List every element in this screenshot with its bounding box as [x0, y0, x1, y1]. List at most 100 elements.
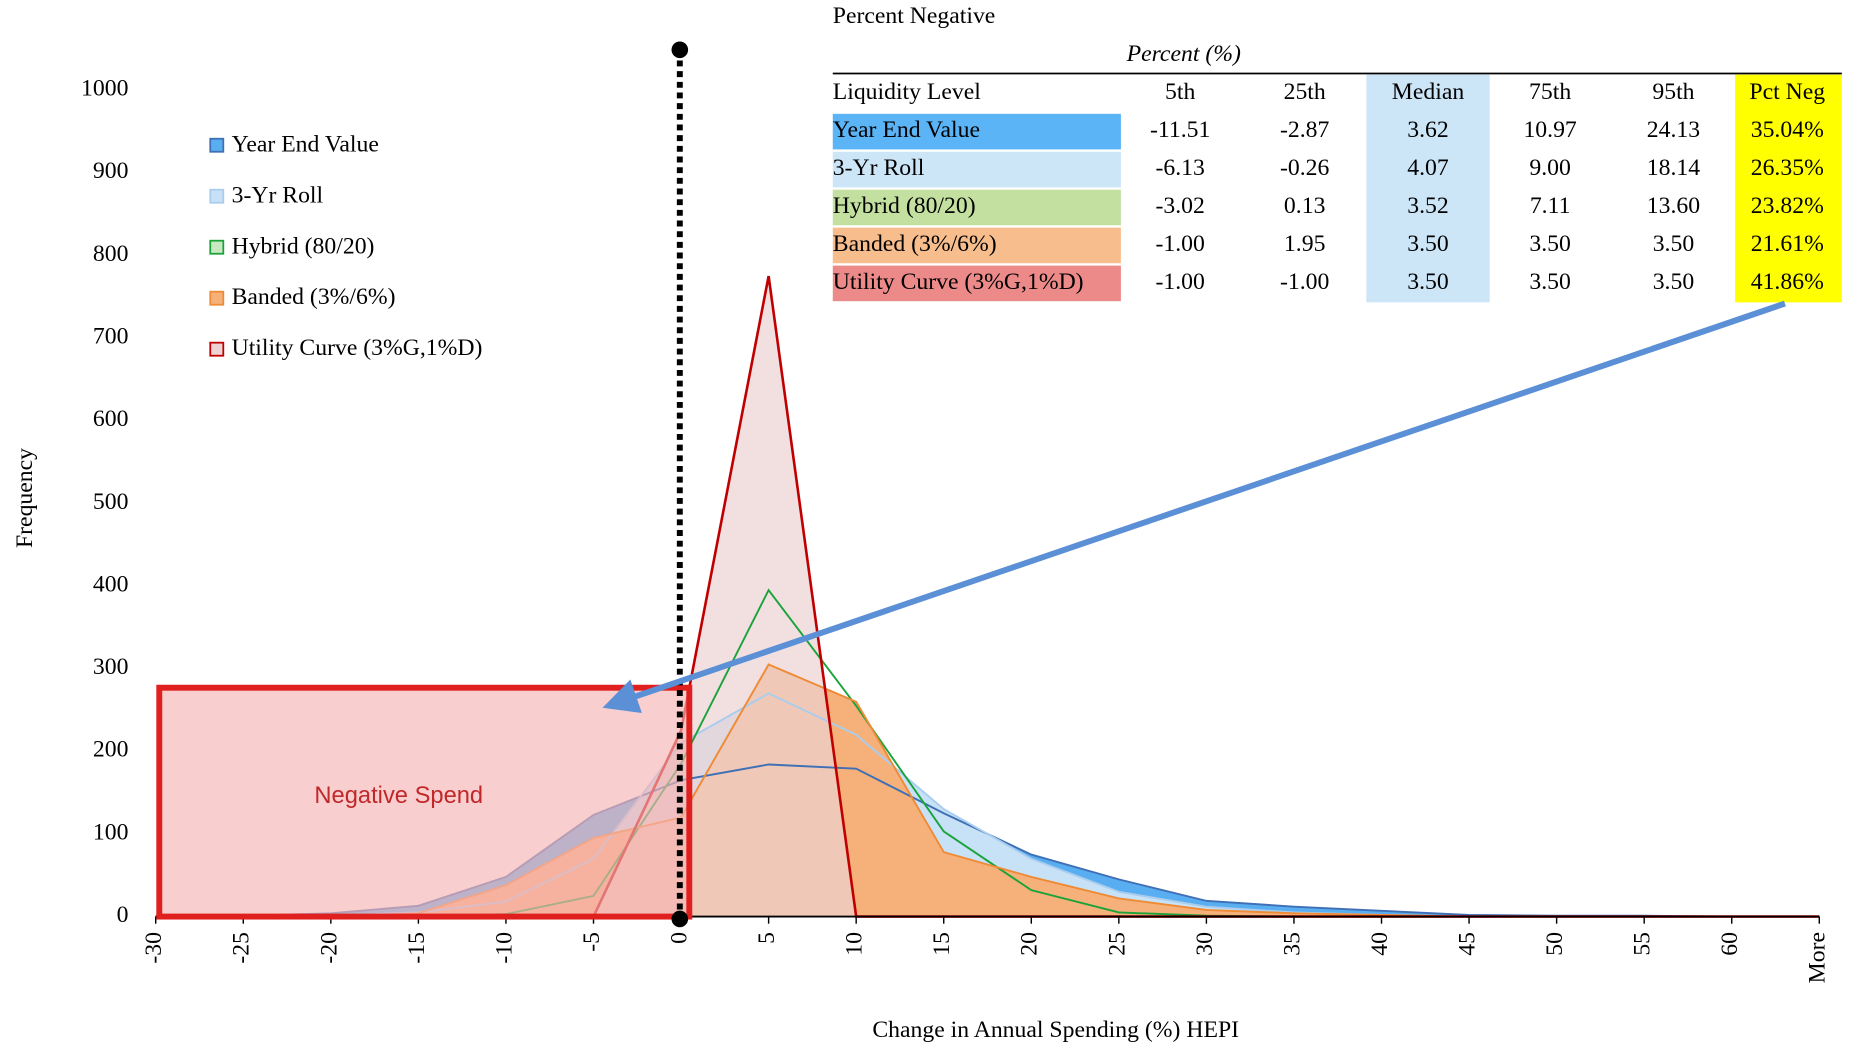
- x-tick-label: 0: [666, 932, 692, 944]
- table-cell: -3.02: [1156, 193, 1205, 219]
- zero-dot: [671, 910, 689, 928]
- y-tick-label: 1000: [81, 76, 128, 102]
- table-cell: -0.26: [1280, 155, 1330, 181]
- x-tick-label: -15: [404, 932, 430, 964]
- zero-dot: [671, 41, 689, 59]
- row-label: Utility Curve (3%G,1%D): [833, 269, 1084, 295]
- row-label: Hybrid (80/20): [833, 193, 976, 219]
- legend-label: Utility Curve (3%G,1%D): [232, 335, 483, 361]
- table-cell: 3.50: [1529, 231, 1570, 257]
- row-label: Banded (3%/6%): [833, 231, 997, 257]
- legend-label: Hybrid (80/20): [232, 233, 375, 259]
- table-cell: -6.13: [1156, 155, 1205, 181]
- table-header: 5th: [1165, 79, 1195, 105]
- table-cell: -2.87: [1280, 117, 1330, 143]
- x-tick-label: 25: [1104, 932, 1130, 956]
- annotation-box: [156, 684, 693, 920]
- table-cell: -1.00: [1156, 231, 1205, 257]
- x-tick-label: 10: [842, 932, 868, 956]
- table-cell: 41.86%: [1751, 269, 1824, 295]
- y-tick-label: 800: [93, 241, 129, 267]
- table-cell: 24.13: [1647, 117, 1700, 143]
- x-tick-label: -5: [579, 932, 605, 952]
- x-tick-label: -20: [316, 932, 342, 964]
- annotation: Negative Spend: [314, 783, 483, 809]
- table-cell: -1.00: [1156, 269, 1205, 295]
- x-tick-label: 50: [1542, 932, 1568, 956]
- arrow: [602, 300, 1786, 714]
- y-tick-label: 100: [93, 819, 129, 845]
- table-header: 75th: [1529, 79, 1571, 105]
- row-label-bg: [832, 265, 1121, 302]
- x-tick-label: 20: [1017, 932, 1043, 956]
- legend-label: Banded (3%/6%): [232, 284, 396, 310]
- x-tick-label: 60: [1717, 932, 1743, 956]
- table-cell: 3.52: [1407, 193, 1448, 219]
- row-label: Year End Value: [833, 117, 980, 143]
- table-cell: 21.61%: [1751, 231, 1824, 257]
- table-cell: 3.50: [1529, 269, 1570, 295]
- x-tick-label: 35: [1279, 932, 1305, 956]
- table-cell: 35.04%: [1751, 117, 1824, 143]
- legend-label: Year End Value: [232, 131, 379, 157]
- row-label-bg: [832, 151, 1121, 188]
- table-cell: 10.97: [1523, 117, 1576, 143]
- table-header: Pct Neg: [1749, 79, 1825, 105]
- table-cell: 13.60: [1647, 193, 1700, 219]
- y-tick-label: 600: [93, 406, 129, 432]
- table-cell: 9.00: [1529, 155, 1570, 181]
- legend-marker: [209, 188, 225, 204]
- row-label-bg: [832, 113, 1121, 150]
- row-label-bg: [832, 227, 1121, 264]
- x-tick-label: 15: [929, 932, 955, 956]
- table-subtitle: Percent (%): [1126, 41, 1241, 67]
- y-axis-title: Frequency: [12, 448, 38, 548]
- table-header: Liquidity Level: [833, 79, 982, 105]
- y-tick-label: 700: [93, 323, 129, 349]
- row-label-bg: [832, 189, 1121, 226]
- x-tick-label: 5: [754, 932, 780, 944]
- x-tick-label: More: [1805, 932, 1831, 983]
- table-cell: 3.50: [1653, 269, 1694, 295]
- x-axis-title: Change in Annual Spending (%) HEPI: [872, 1017, 1239, 1043]
- table-title: Percent Negative: [833, 3, 996, 29]
- x-tick-label: -10: [491, 932, 517, 964]
- table-cell: 3.50: [1653, 231, 1694, 257]
- median-column: [1366, 74, 1490, 303]
- table-header: 25th: [1284, 79, 1326, 105]
- x-tick-label: -25: [229, 932, 255, 964]
- table-header: Median: [1392, 79, 1465, 105]
- table-cell: 3.50: [1407, 269, 1448, 295]
- legend-label: 3-Yr Roll: [232, 182, 324, 208]
- pctneg-column: [1735, 74, 1842, 303]
- table-cell: 3.62: [1407, 117, 1448, 143]
- y-tick-label: 200: [93, 737, 129, 763]
- table-cell: 0.13: [1284, 193, 1325, 219]
- x-tick-label: -30: [141, 932, 167, 964]
- row-label: 3-Yr Roll: [833, 155, 925, 181]
- table-cell: 3.50: [1407, 231, 1448, 257]
- table-cell: 1.95: [1284, 231, 1325, 257]
- x-tick-label: 30: [1192, 932, 1218, 956]
- x-tick-label: 45: [1455, 932, 1481, 956]
- table-cell: -1.00: [1280, 269, 1329, 295]
- x-tick-label: 55: [1630, 932, 1656, 956]
- legend-marker: [209, 137, 225, 153]
- table-cell: -11.51: [1150, 117, 1210, 143]
- y-tick-label: 900: [93, 158, 129, 184]
- legend-marker: [209, 239, 225, 255]
- table-cell: 18.14: [1647, 155, 1700, 181]
- x-tick-label: 40: [1367, 932, 1393, 956]
- y-tick-label: 400: [93, 571, 129, 597]
- y-tick-label: 0: [117, 902, 129, 928]
- table-cell: 7.11: [1530, 193, 1571, 219]
- table-cell: 23.82%: [1751, 193, 1824, 219]
- table-cell: 26.35%: [1751, 155, 1824, 181]
- y-tick-label: 300: [93, 654, 129, 680]
- legend-marker: [209, 290, 225, 306]
- legend-marker: [209, 341, 225, 357]
- table-header: 95th: [1652, 79, 1694, 105]
- y-tick-label: 500: [93, 489, 129, 515]
